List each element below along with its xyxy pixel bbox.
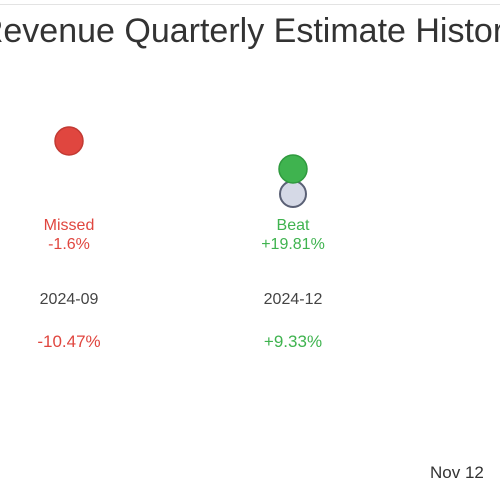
- surprise-label-1: +19.81%: [261, 236, 325, 253]
- surprise-label-0: -1.6%: [48, 236, 90, 253]
- chart-title: Revenue Quarterly Estimate History: [0, 12, 500, 50]
- actual-marker-2024-09: [54, 126, 84, 156]
- outcome-label-0: Missed: [43, 217, 95, 234]
- top-divider: [0, 4, 500, 5]
- price-change-label-1: +9.33%: [263, 332, 323, 351]
- period-label-1: 2024-12: [263, 291, 323, 308]
- footer-date: Nov 12: [430, 463, 484, 482]
- actual-marker-2024-12: [278, 154, 308, 184]
- period-label-0: 2024-09: [39, 291, 99, 308]
- outcome-label-1: Beat: [276, 217, 310, 234]
- price-change-label-0: -10.47%: [37, 332, 101, 351]
- estimate-marker-2024-12: [279, 180, 307, 208]
